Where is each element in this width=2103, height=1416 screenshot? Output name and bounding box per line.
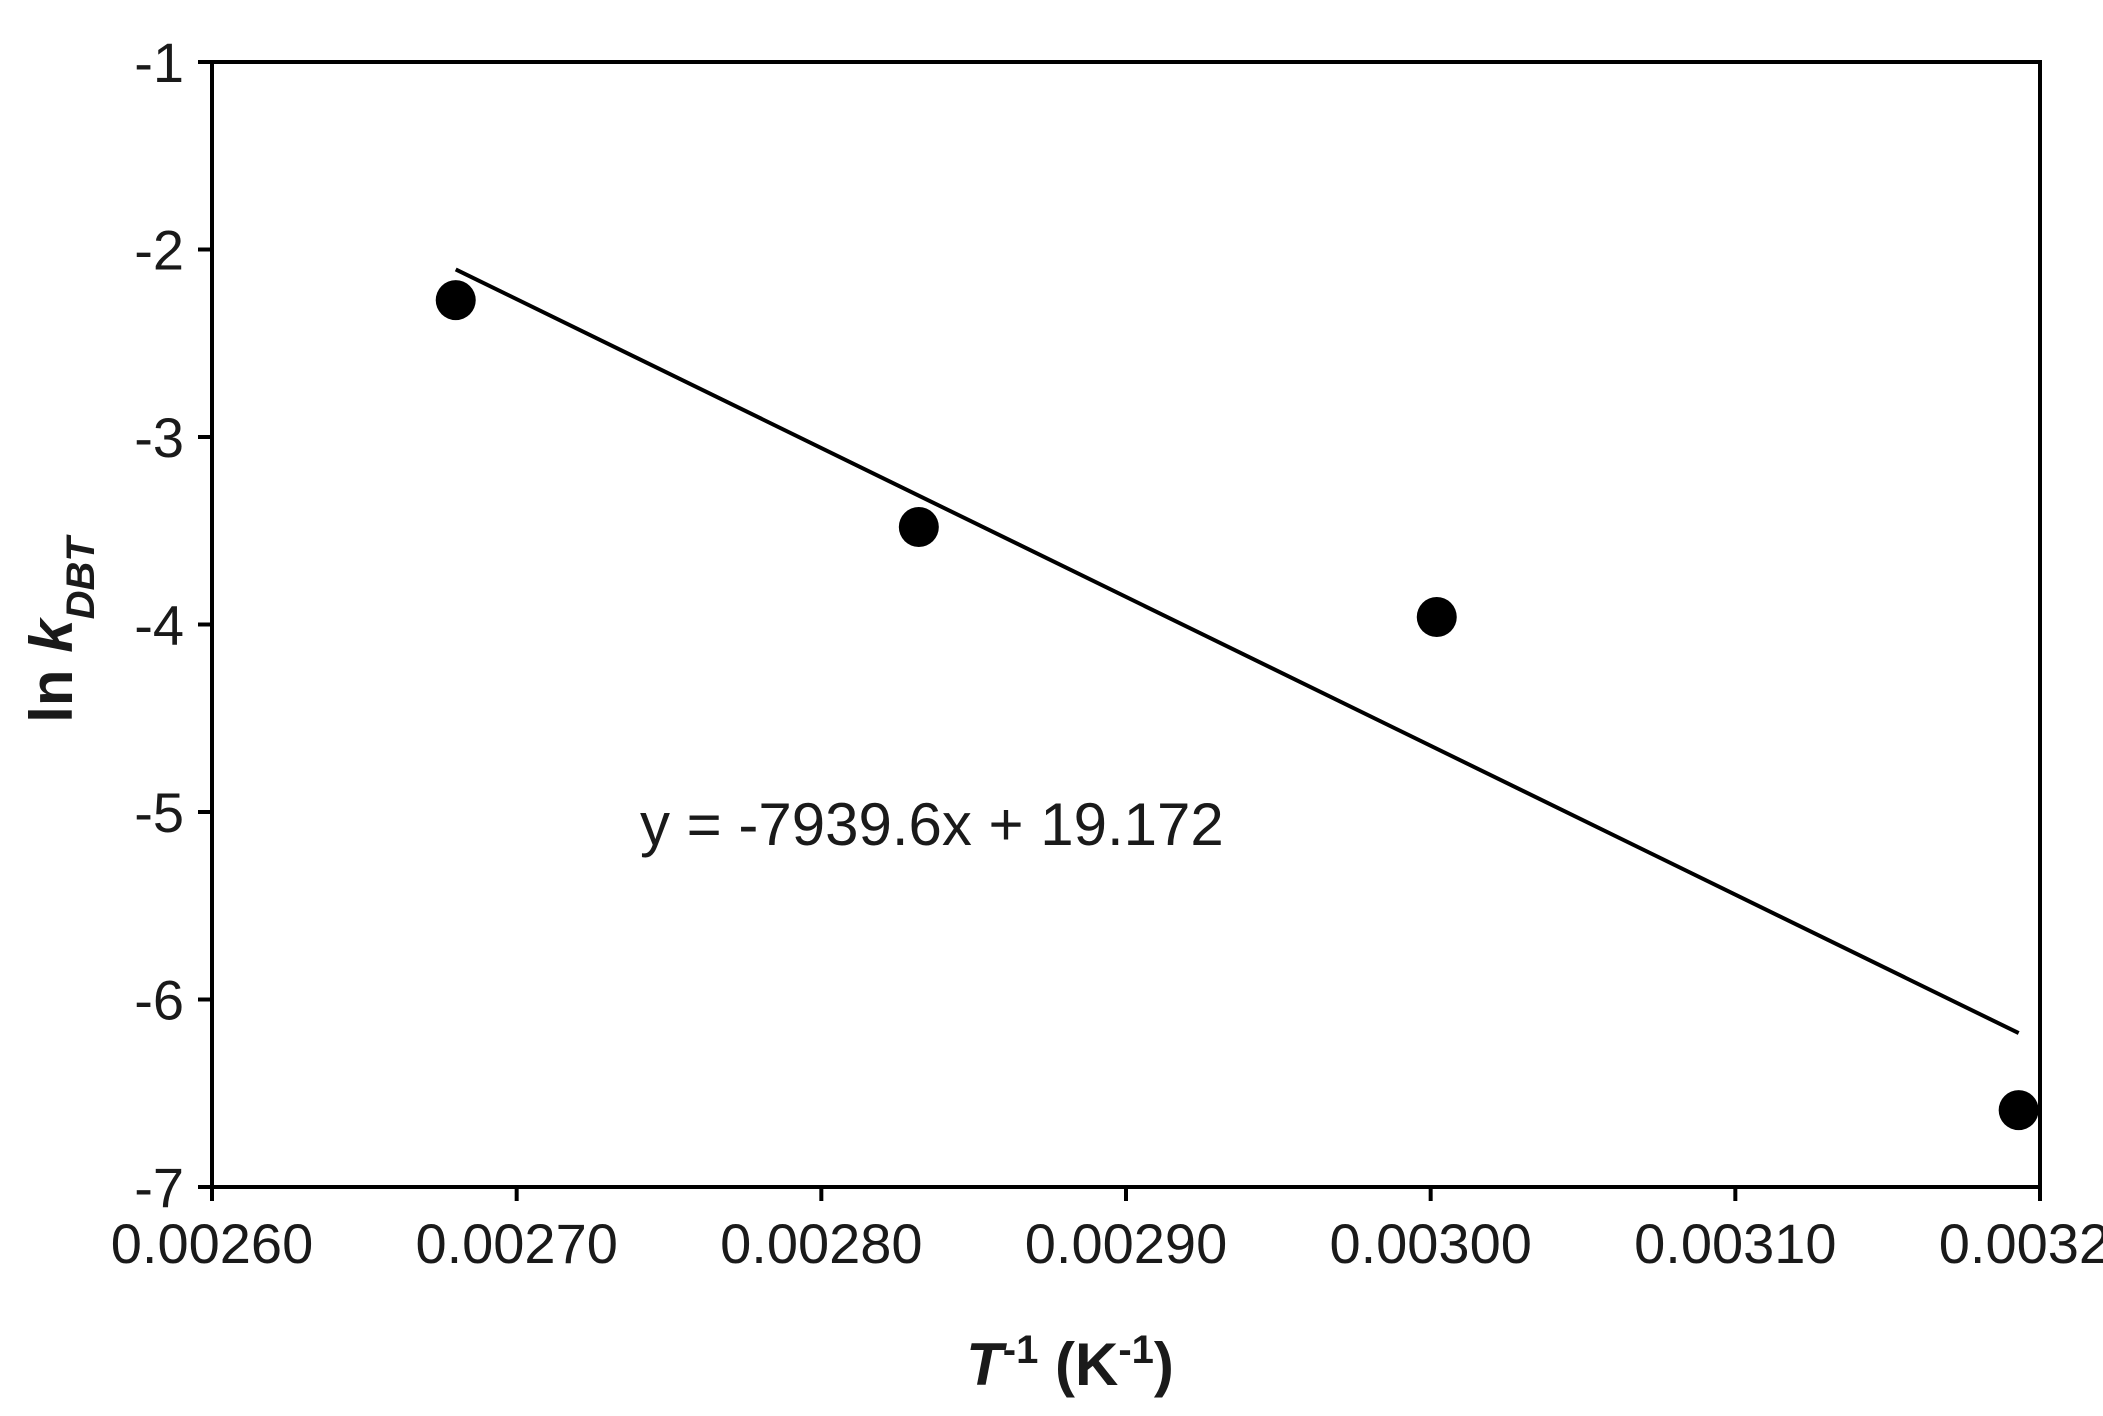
data-point	[1416, 597, 1457, 637]
x-axis-title-unit-sup: -1	[1118, 1328, 1154, 1372]
data-point	[435, 280, 476, 321]
y-tick-label: -7	[134, 1156, 184, 1219]
x-axis-title: T-1 (K-1)	[966, 1328, 1174, 1398]
y-tick-label: -3	[134, 406, 184, 469]
x-tick-label: 0.00310	[1634, 1212, 1836, 1275]
trendline-equation: y = -7939.6x + 19.172	[640, 791, 1224, 858]
y-tick-label: -5	[134, 781, 184, 844]
y-axis-title: ln kDBT	[18, 534, 103, 723]
x-axis-title-sup: -1	[1003, 1328, 1039, 1372]
y-axis-title-k: k	[18, 617, 85, 653]
x-tick-label: 0.00320	[1939, 1212, 2103, 1275]
y-axis-title-sub: DBT	[59, 534, 103, 620]
y-tick-label: -1	[134, 31, 184, 94]
x-tick-label: 0.00260	[111, 1212, 313, 1275]
x-tick-label: 0.00300	[1329, 1212, 1531, 1275]
x-tick-label: 0.00290	[1025, 1212, 1227, 1275]
x-axis-title-unit-open: (K	[1038, 1331, 1118, 1398]
y-tick-label: -4	[134, 594, 184, 657]
x-tick-label: 0.00280	[720, 1212, 922, 1275]
trendline-layer	[454, 267, 2020, 1035]
points-layer	[435, 280, 2039, 1131]
data-point	[898, 507, 939, 547]
tick-labels: 0.00260 0.00270 0.00280 0.00290 0.00300 0.003…	[111, 31, 2103, 1275]
trendline	[454, 267, 2020, 1035]
x-tick-label: 0.00270	[415, 1212, 617, 1275]
y-axis-title-main: ln	[18, 653, 85, 723]
data-point	[1998, 1090, 2039, 1131]
x-axis-title-main: T	[966, 1331, 1007, 1398]
x-axis-title-unit-close: )	[1154, 1331, 1174, 1398]
y-tick-label: -2	[134, 219, 184, 282]
ticks	[198, 60, 2042, 1201]
y-tick-label: -6	[134, 969, 184, 1032]
plot-area-border	[210, 60, 2042, 1189]
